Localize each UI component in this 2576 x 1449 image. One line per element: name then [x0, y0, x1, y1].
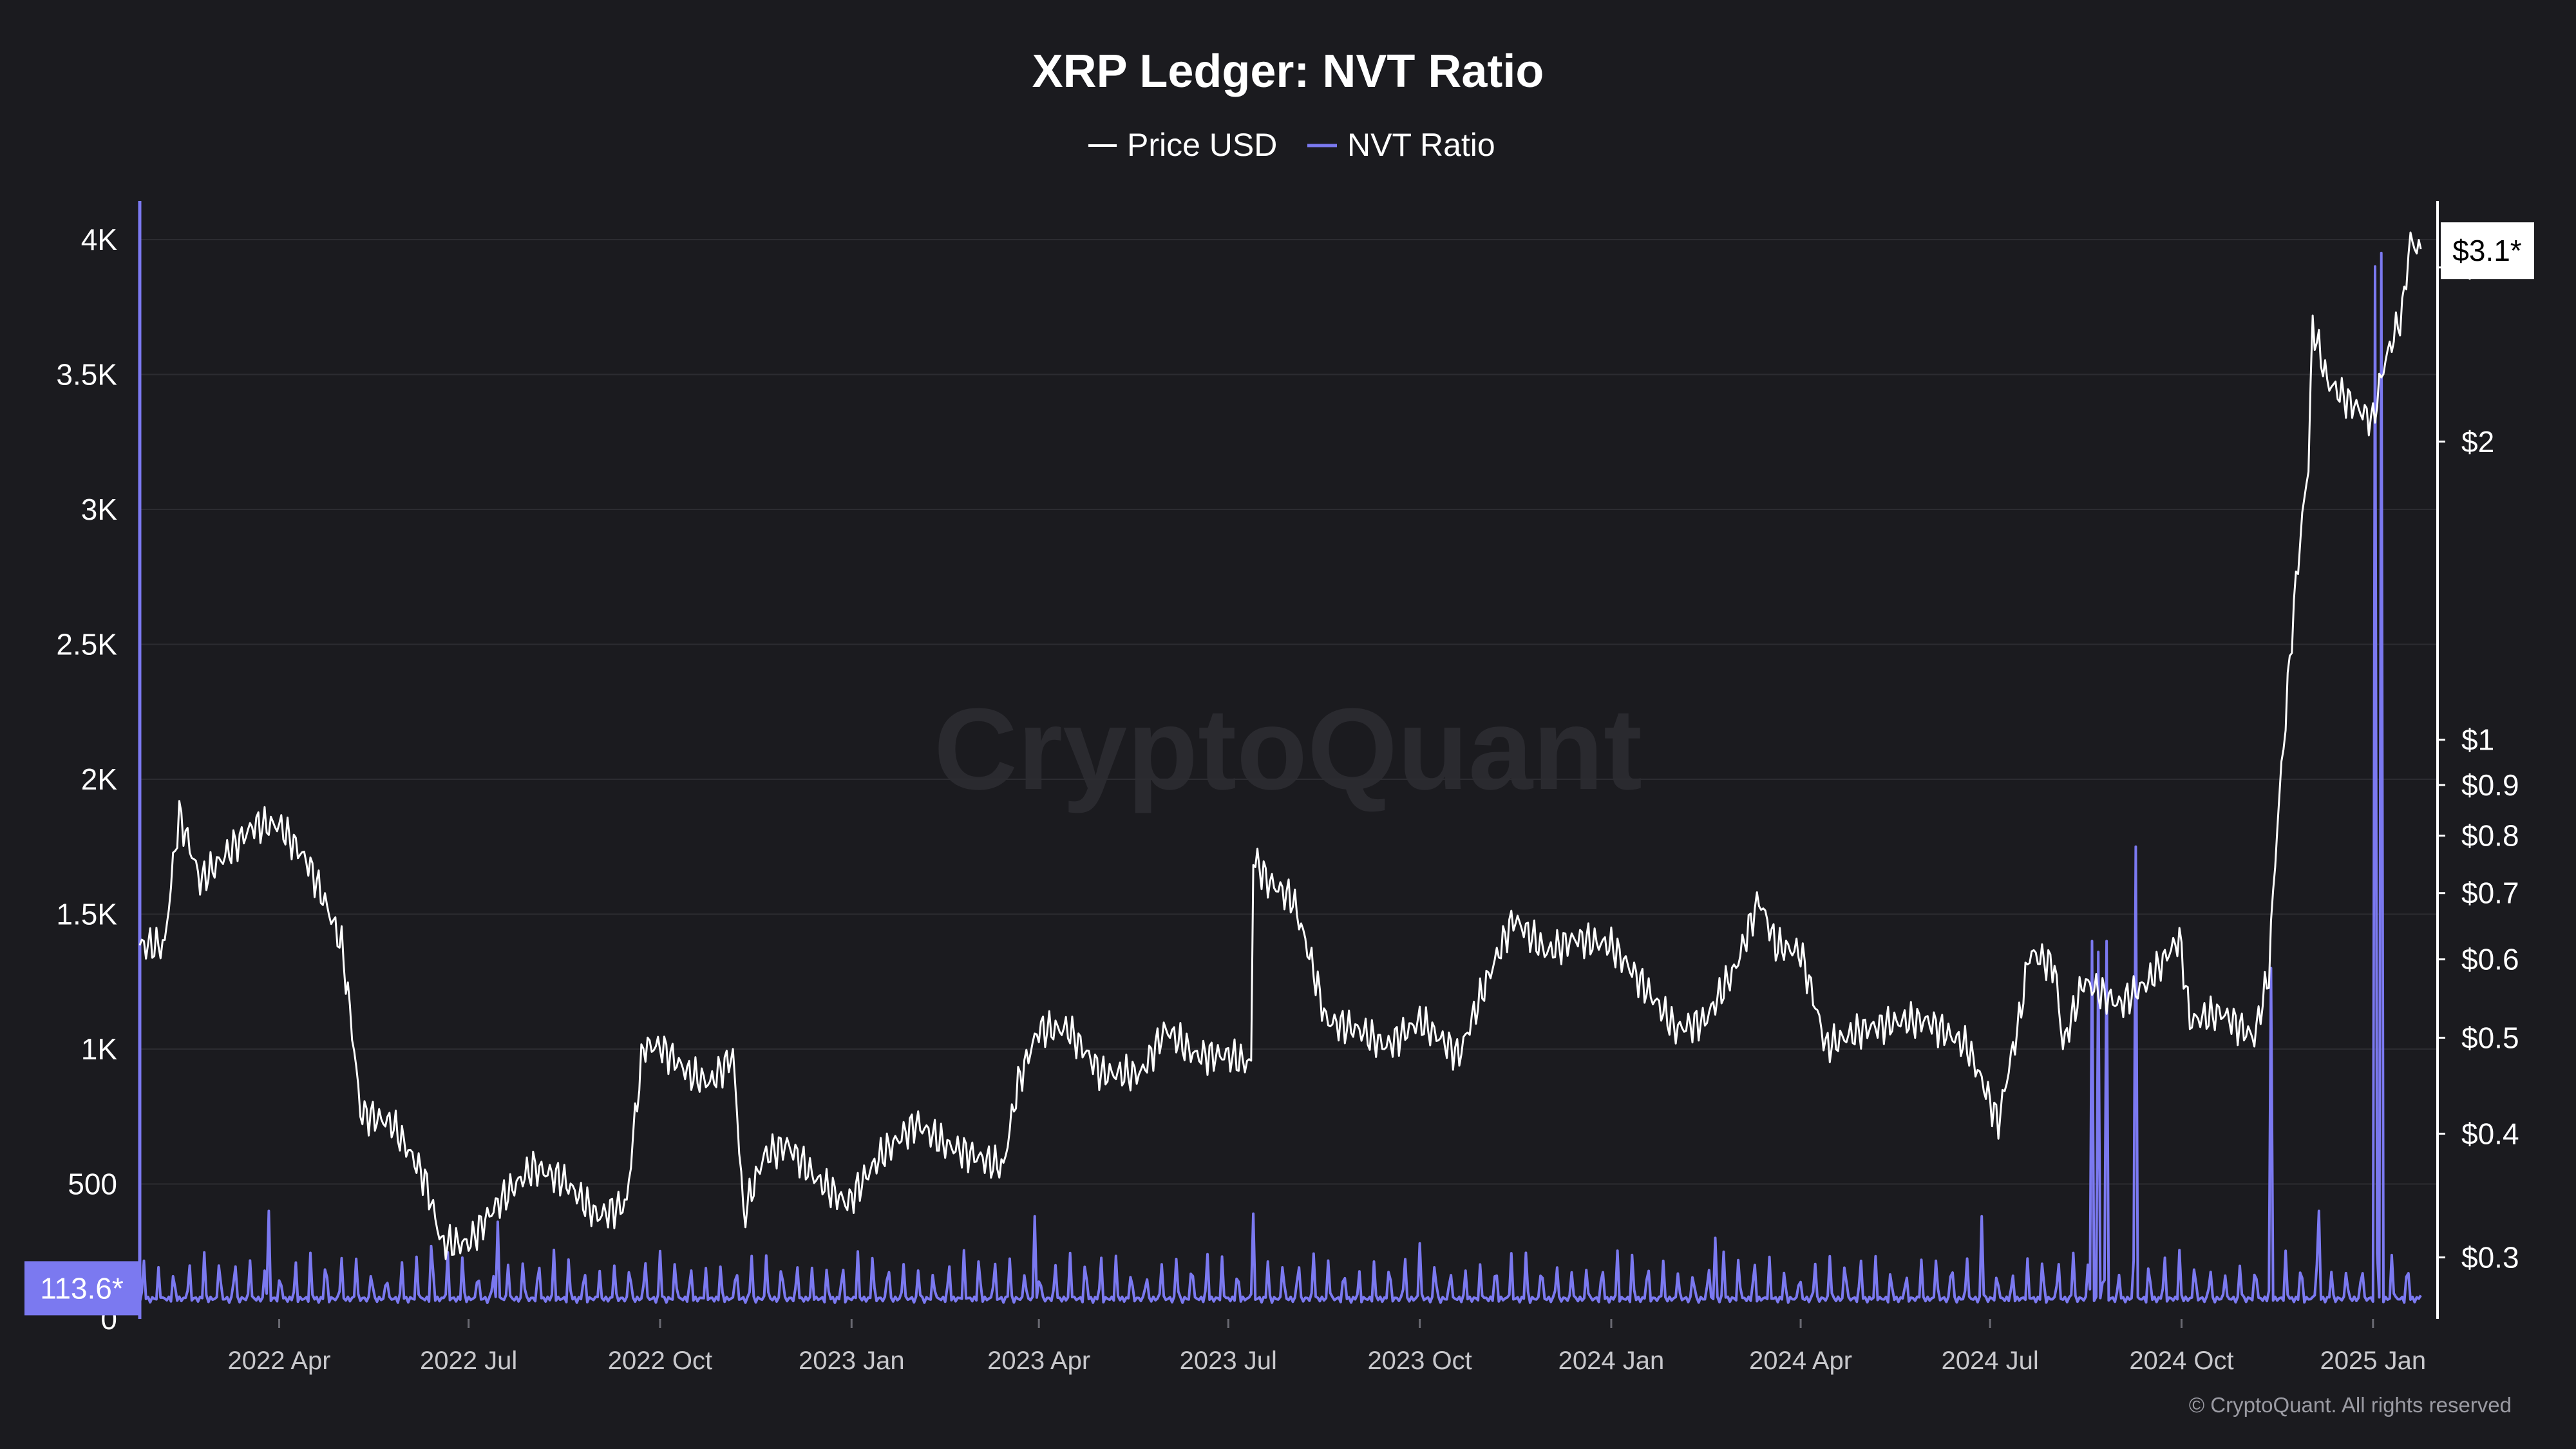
right-tick-label: $0.3	[2461, 1240, 2519, 1274]
chart-title: XRP Ledger: NVT Ratio	[1032, 46, 1544, 97]
x-tick-label: 2022 Jul	[420, 1347, 517, 1375]
nvt-last-value-text: 113.6*	[40, 1271, 124, 1305]
x-tick-label: 2023 Jan	[799, 1347, 905, 1375]
nvt-ratio-line[interactable]	[138, 251, 2422, 1304]
price-last-value-badge	[2441, 222, 2534, 279]
x-tick-label: 2024 Jan	[1558, 1347, 1665, 1375]
x-axis-ticks: 2022 Apr 2022 Jul 2022 Oct 2023 Jan 2023 Apr…	[227, 1319, 2426, 1375]
copyright: © CryptoQuant. All rights reserved	[2189, 1393, 2512, 1417]
left-tick-label: 1.5K	[56, 898, 117, 931]
series-layer	[138, 231, 2422, 1304]
x-tick-label: 2023 Jul	[1180, 1347, 1277, 1375]
price-last-value-text: $3.1*	[2452, 234, 2522, 267]
right-tick-label: $0.8	[2461, 819, 2519, 853]
left-tick-label: 500	[68, 1168, 117, 1201]
right-tick-label: $0.6	[2461, 943, 2519, 976]
x-tick-label: 2025 Jan	[2320, 1347, 2427, 1375]
right-tick-label: $1	[2461, 723, 2494, 757]
legend-price-label[interactable]: Price USD	[1127, 127, 1277, 163]
value-badges: 113.6* $3.1*	[24, 222, 2534, 1316]
left-tick-label: 2K	[81, 762, 118, 796]
right-tick-label: $0.5	[2461, 1021, 2519, 1054]
x-tick-label: 2023 Oct	[1367, 1347, 1472, 1375]
watermark: CryptoQuant	[934, 685, 1642, 814]
x-tick-label: 2024 Jul	[1942, 1347, 2039, 1375]
legend-nvt-label[interactable]: NVT Ratio	[1347, 127, 1495, 163]
right-tick-label: $2	[2461, 425, 2494, 459]
left-tick-label: 3.5K	[56, 358, 117, 392]
x-tick-label: 2022 Apr	[227, 1347, 330, 1375]
right-tick-label: $0.7	[2461, 876, 2519, 910]
legend[interactable]: Price USD NVT Ratio	[1088, 127, 1495, 163]
x-tick-label: 2022 Oct	[608, 1347, 712, 1375]
right-tick-label: $0.9	[2461, 768, 2519, 802]
left-tick-label: 4K	[81, 223, 118, 256]
x-tick-label: 2023 Apr	[987, 1347, 1090, 1375]
left-tick-label: 3K	[81, 493, 118, 526]
left-tick-label: 1K	[81, 1032, 118, 1066]
x-tick-label: 2024 Oct	[2129, 1347, 2233, 1375]
x-tick-label: 2024 Apr	[1749, 1347, 1852, 1375]
left-tick-label: 2.5K	[56, 628, 117, 661]
right-axis-ticks: $0.3$0.4$0.5$0.6$0.7$0.8$0.9$1$2$3	[2438, 251, 2519, 1274]
price-usd-line[interactable]	[138, 231, 2422, 1260]
nvt-last-value-badge	[24, 1261, 139, 1316]
right-tick-label: $0.4	[2461, 1117, 2519, 1150]
